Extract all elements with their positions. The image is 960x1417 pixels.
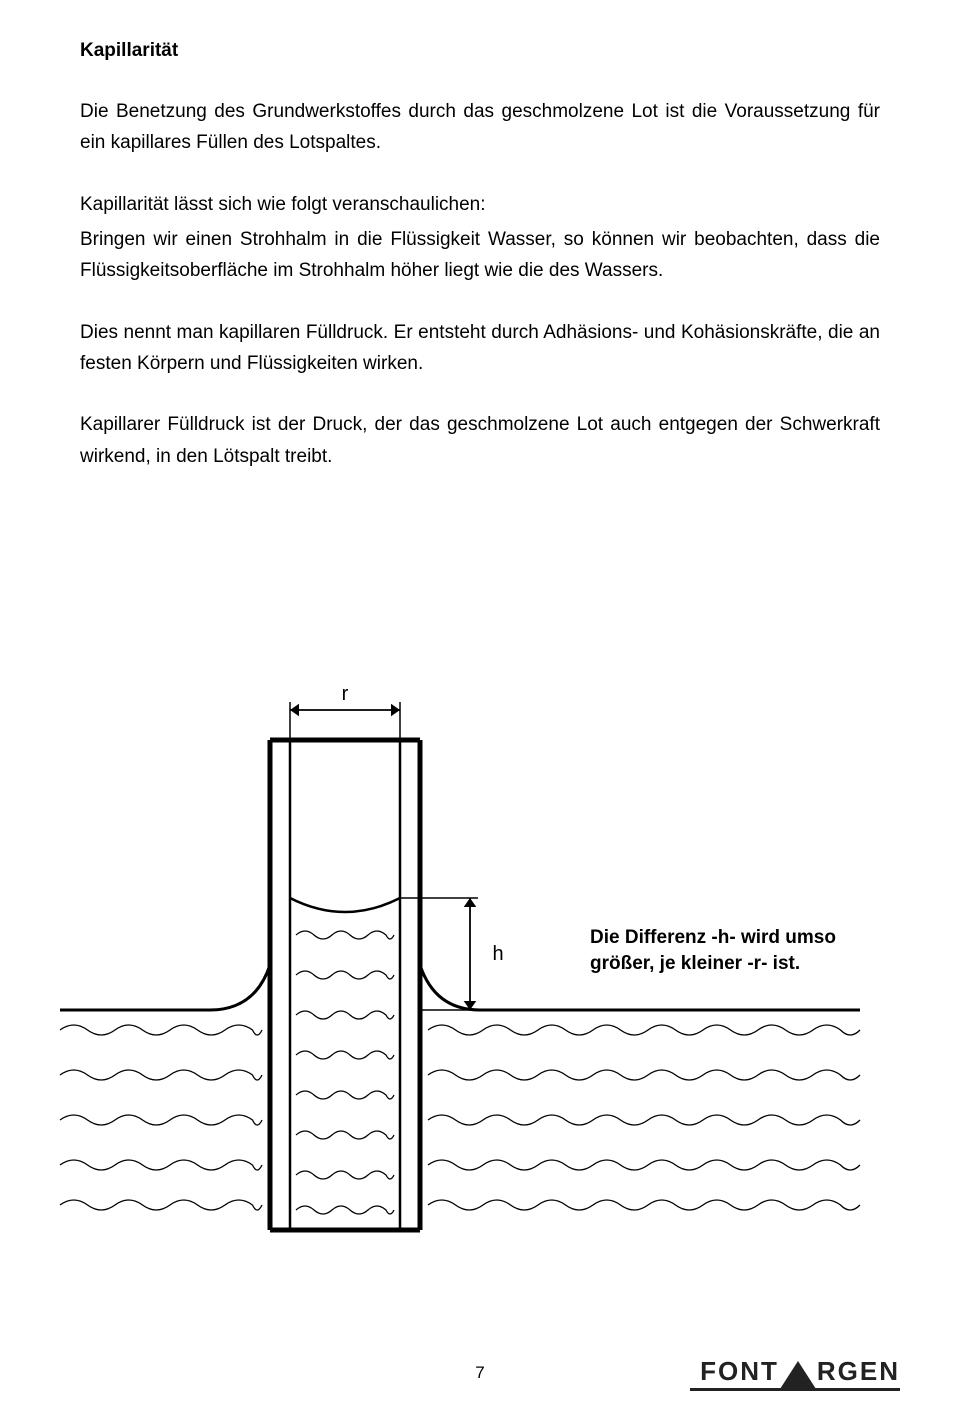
diagram-caption: Die Differenz -h- wird umso größer, je k… xyxy=(590,925,870,976)
document-page: Kapillarität Die Benetzung des Grundwerk… xyxy=(0,0,960,1417)
paragraph-1: Die Benetzung des Grundwerkstoffes durch… xyxy=(80,96,880,159)
brand-logo: FONT RGEN xyxy=(700,1356,900,1387)
logo-text-right: RGEN xyxy=(817,1356,900,1387)
capillarity-diagram: r h Die Differenz -h- wird umso größer, j… xyxy=(0,680,960,1240)
logo-text-left: FONT xyxy=(700,1356,779,1387)
paragraph-2: Kapillarität lässt sich wie folgt verans… xyxy=(80,189,880,220)
caption-line-2: größer, je kleiner -r- ist. xyxy=(590,953,800,974)
logo-triangle-icon xyxy=(780,1361,816,1389)
caption-line-1: Die Differenz -h- wird umso xyxy=(590,927,836,948)
paragraph-3: Bringen wir einen Strohhalm in die Flüss… xyxy=(80,224,880,287)
svg-text:r: r xyxy=(342,683,349,705)
svg-text:h: h xyxy=(492,943,503,965)
section-title: Kapillarität xyxy=(80,40,880,62)
paragraph-4: Dies nennt man kapillaren Fülldruck. Er … xyxy=(80,317,880,380)
paragraph-5: Kapillarer Fülldruck ist der Druck, der … xyxy=(80,409,880,472)
